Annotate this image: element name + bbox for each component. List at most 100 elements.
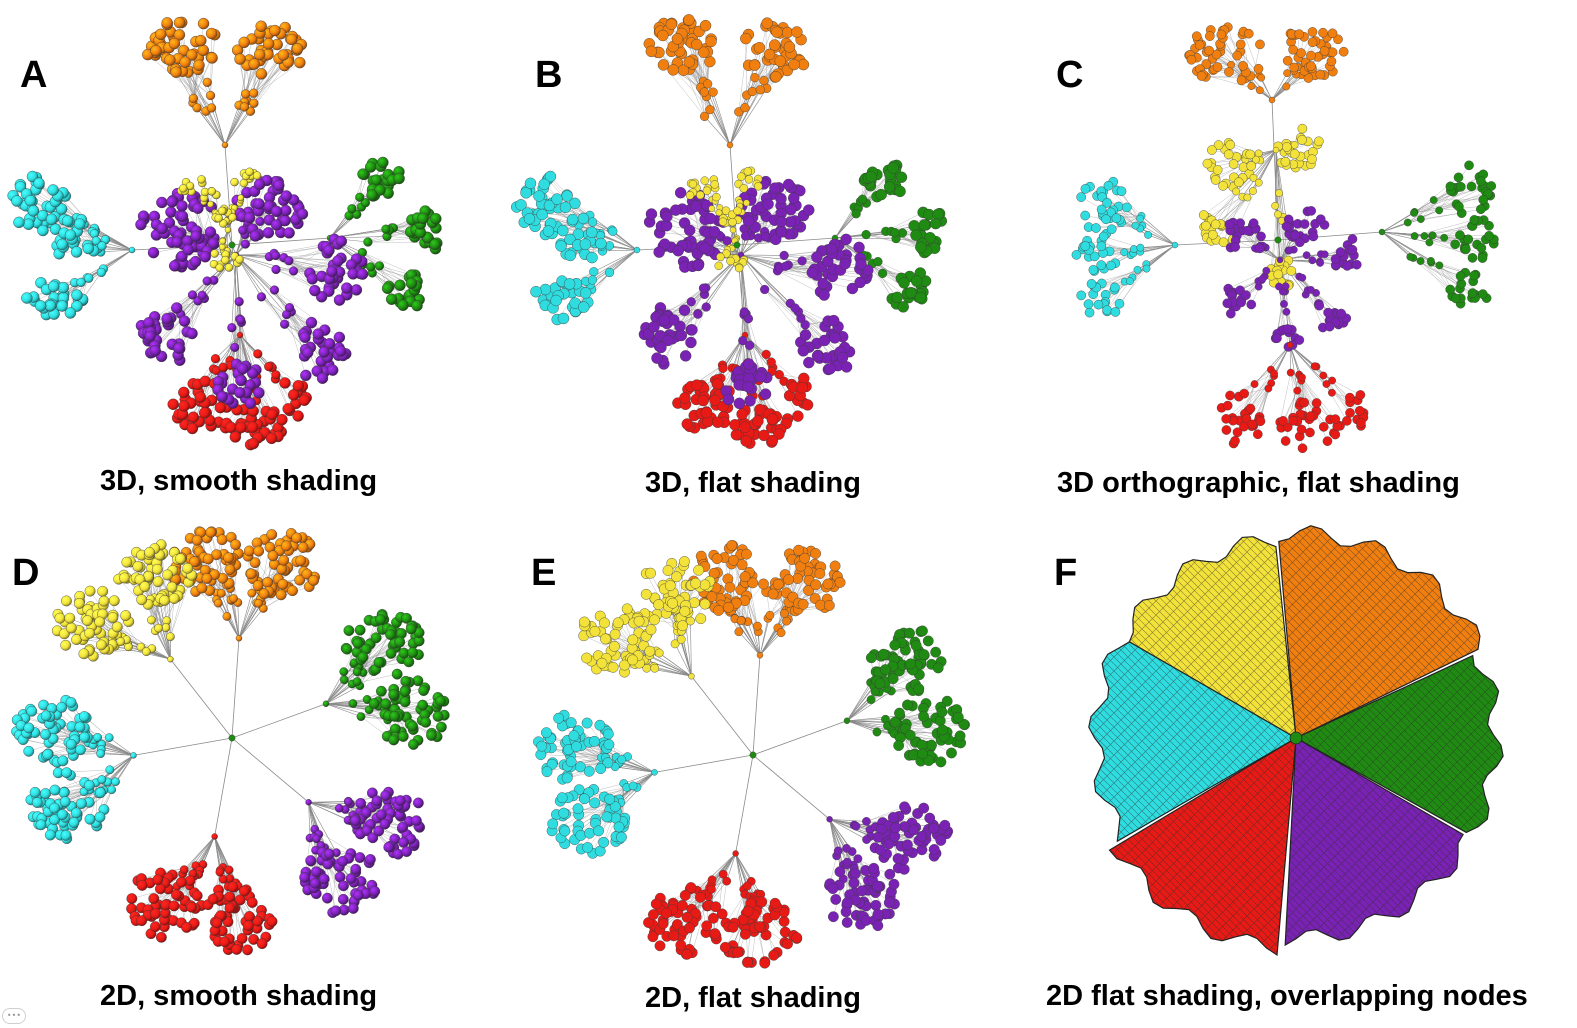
cells-green xyxy=(1296,655,1504,833)
cluster-cyan-0 xyxy=(533,709,632,785)
cluster-cyan-1 xyxy=(25,765,120,844)
caption-b: 3D, flat shading xyxy=(645,467,861,499)
cluster-red-0 xyxy=(126,860,208,943)
graph-e xyxy=(533,540,970,969)
cluster-red-1 xyxy=(719,877,803,969)
graph-c xyxy=(1071,22,1499,454)
cluster-purple-4 xyxy=(256,285,352,384)
panel-letter-d: D xyxy=(12,552,40,594)
cluster-cyan-2 xyxy=(51,214,110,260)
panel-letter-a: A xyxy=(20,54,48,96)
panel-e: E 2D, flat shading xyxy=(505,510,1025,1028)
caption-e: 2D, flat shading xyxy=(645,982,861,1014)
nodes xyxy=(1071,22,1499,454)
cluster-red-2 xyxy=(1310,362,1369,431)
cluster-orange-0 xyxy=(761,544,846,638)
cluster-green-2 xyxy=(352,247,425,312)
graph-a xyxy=(7,16,443,451)
cluster-red-0 xyxy=(643,869,732,960)
cluster-cyan-2 xyxy=(555,212,615,264)
cluster-yellow-1 xyxy=(1273,123,1324,173)
cluster-purple-0 xyxy=(824,844,900,932)
cluster-purple-0 xyxy=(1224,217,1270,254)
cluster-green-0 xyxy=(849,159,908,219)
root-node xyxy=(228,734,236,742)
cluster-green-2 xyxy=(1406,253,1492,309)
cluster-purple-0 xyxy=(643,187,732,273)
cluster-cyan-1 xyxy=(546,779,642,859)
cluster-yellow-2 xyxy=(714,234,749,273)
cluster-yellow-2 xyxy=(209,236,244,272)
cluster-orange-0 xyxy=(142,16,221,116)
cluster-purple-1 xyxy=(733,175,815,246)
cluster-purple-0 xyxy=(299,824,381,918)
cluster-yellow-2 xyxy=(1198,173,1263,248)
cluster-purple-3 xyxy=(1222,266,1271,319)
cluster-yellow-1 xyxy=(51,585,157,662)
cluster-cyan-0 xyxy=(1076,176,1152,239)
cluster-red-2 xyxy=(761,349,814,422)
cluster-purple-1 xyxy=(849,801,954,875)
cluster-green-2 xyxy=(856,250,932,313)
cluster-yellow-0 xyxy=(685,175,728,217)
cluster-orange-1 xyxy=(734,17,810,117)
cluster-green-0 xyxy=(1403,160,1497,227)
cluster-orange-0 xyxy=(643,14,718,121)
cluster-orange-0 xyxy=(242,528,320,613)
cluster-purple-5 xyxy=(212,296,265,410)
nodes xyxy=(11,526,450,956)
cluster-cyan-0 xyxy=(511,170,618,241)
graph-b xyxy=(511,14,948,449)
cluster-purple-1 xyxy=(334,786,426,860)
cluster-purple-2 xyxy=(264,233,369,306)
cells-cyan xyxy=(1088,641,1296,842)
cells-orange xyxy=(1278,525,1480,738)
root-node xyxy=(228,241,236,249)
cluster-cyan-1 xyxy=(530,267,615,326)
panel-letter-b: B xyxy=(535,54,563,96)
cluster-purple-1 xyxy=(1281,206,1330,255)
cluster-cyan-1 xyxy=(1071,231,1145,276)
cluster-purple-3 xyxy=(135,275,219,366)
graph-d xyxy=(11,526,450,956)
root-node xyxy=(1274,236,1282,244)
cluster-purple-2 xyxy=(1302,234,1362,271)
cluster-red-0 xyxy=(1216,365,1278,449)
cluster-purple-2 xyxy=(772,233,874,301)
cluster-cyan-0 xyxy=(11,694,114,768)
cluster-green-1 xyxy=(339,609,425,691)
cluster-yellow-1 xyxy=(228,167,262,216)
caption-f: 2D flat shading, overlapping nodes xyxy=(1046,980,1528,1012)
cluster-yellow-3 xyxy=(211,204,237,228)
cluster-green-1 xyxy=(1410,215,1499,263)
cluster-red-2 xyxy=(253,349,312,422)
root-node xyxy=(749,751,757,759)
cluster-yellow-0 xyxy=(639,556,716,649)
panel-c: C 3D orthographic, flat shading xyxy=(1030,0,1577,510)
panel-f: F 2D flat shading, overlapping nodes xyxy=(1030,510,1577,1028)
panel-a: A 3D, smooth shading xyxy=(0,0,520,510)
panel-letter-f: F xyxy=(1054,552,1078,594)
caption-c: 3D orthographic, flat shading xyxy=(1057,467,1460,499)
cluster-orange-1 xyxy=(688,540,769,637)
cluster-cyan-1 xyxy=(21,264,108,321)
cluster-green-0 xyxy=(872,695,970,768)
cluster-purple-1 xyxy=(231,174,309,249)
cluster-red-1 xyxy=(202,863,278,956)
cluster-yellow-1 xyxy=(578,603,664,678)
caption-a: 3D, smooth shading xyxy=(100,465,378,497)
cluster-green-0 xyxy=(344,156,405,221)
panel-letter-e: E xyxy=(531,552,557,594)
cluster-purple-4 xyxy=(1295,272,1352,333)
pagination-dots-icon: ••• xyxy=(2,1008,26,1024)
cluster-cyan-2 xyxy=(1076,260,1151,318)
caption-d: 2D, smooth shading xyxy=(100,980,378,1012)
cluster-green-1 xyxy=(861,206,948,259)
root-node xyxy=(733,241,741,249)
panel-b: B 3D, flat shading xyxy=(505,0,1025,510)
panel-letter-c: C xyxy=(1056,54,1084,96)
cluster-green-1 xyxy=(363,205,443,255)
cluster-yellow-3 xyxy=(718,206,742,227)
cluster-green-0 xyxy=(348,675,450,750)
cells-yellow xyxy=(1129,536,1296,738)
